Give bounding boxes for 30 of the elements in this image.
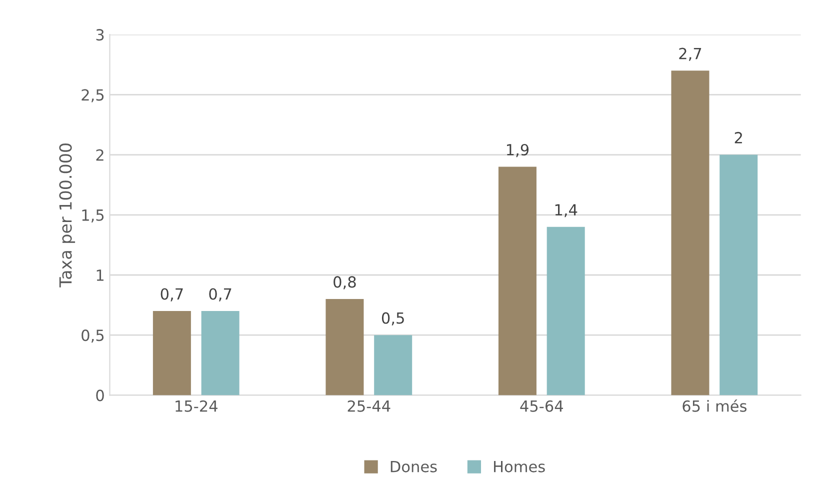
data-label: 2 — [734, 132, 742, 144]
y-tick-label: 1 — [96, 270, 104, 281]
data-label: 2,7 — [679, 48, 702, 61]
bar — [201, 311, 240, 396]
legend-label: Dones — [390, 460, 437, 472]
bar — [671, 70, 710, 396]
x-tick-label: 25-44 — [348, 400, 390, 412]
data-label: 1,9 — [507, 144, 529, 158]
bar — [720, 154, 758, 396]
bar — [374, 335, 412, 396]
y-tick-label: 2,5 — [82, 89, 104, 102]
y-tick-label: 2 — [96, 149, 104, 161]
y-tick-label: 1,5 — [82, 210, 104, 222]
data-label: 0,5 — [382, 312, 404, 326]
bar — [498, 166, 536, 396]
y-tick-label: 0 — [96, 390, 104, 402]
data-label: 0,8 — [334, 276, 356, 290]
y-tick-label: 3 — [96, 29, 104, 41]
bar — [152, 311, 191, 396]
x-tick-label: 45-64 — [520, 400, 563, 412]
x-tick-label: 65 i més — [682, 399, 746, 412]
data-label: 0,7 — [209, 288, 232, 302]
bar — [546, 226, 585, 396]
y-axis-title: Taxa per 100.000 — [59, 144, 76, 288]
legend-label: Homes — [494, 460, 545, 472]
y-tick-label: 0,5 — [82, 330, 104, 343]
bar — [326, 299, 364, 396]
data-label: 1,4 — [555, 204, 578, 218]
data-label: 0,7 — [160, 288, 183, 302]
x-tick-label: 15-24 — [176, 400, 218, 412]
